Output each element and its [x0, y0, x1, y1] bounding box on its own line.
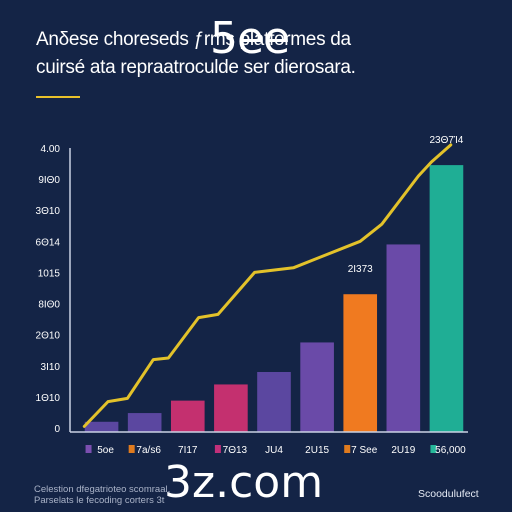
x-tick-label: 7Ι17 [178, 445, 198, 456]
data-label: 2Ι373 [348, 264, 373, 275]
footer-caption-line-2: Parselats le fecoding corters 3t [34, 495, 165, 506]
x-tick: 5oe [85, 445, 114, 456]
x-tick-label: 56,000 [435, 445, 466, 456]
x-tick-swatch [344, 445, 351, 453]
x-tick-label: 2U15 [305, 445, 329, 456]
y-tick-label: 1Θ10 [36, 393, 61, 404]
bars [84, 165, 464, 432]
bar [429, 165, 464, 432]
x-tick: 7a/s6 [128, 445, 161, 456]
watermark: 3z.com [164, 457, 324, 508]
y-tick-label: 1015 [38, 268, 61, 279]
x-tick-label: 2U19 [391, 445, 415, 456]
bar [214, 384, 248, 432]
bar [84, 421, 119, 432]
x-tick: 7Θ13 [214, 445, 248, 456]
bar [386, 244, 421, 432]
bar [170, 400, 205, 432]
y-tick-label: 3Ι10 [41, 362, 61, 373]
data-label: 23Θ7Ί4 [430, 135, 464, 146]
bar [257, 372, 291, 432]
overlay-text: 5ee [210, 13, 290, 64]
chart-title: Anδese choreseds ƒrms platformes da cuir… [36, 26, 486, 82]
y-tick-label: 2Θ10 [36, 331, 61, 342]
y-tick-label: 3Θ10 [36, 206, 61, 217]
x-tick: 7Ι17 [178, 445, 198, 456]
bar [343, 294, 378, 432]
x-tick-label: 7Θ13 [223, 445, 248, 456]
data-labels: 2Ι373 23Θ7Ί4 [348, 135, 464, 275]
y-tick-label: 6Θ14 [36, 237, 61, 248]
title-line-2: cuirsé ata repraatroculde ser dierosara. [36, 57, 356, 78]
title-accent-rule [36, 96, 80, 98]
x-tick: 2U15 [305, 445, 329, 456]
footer-caption-line-1: Celestion dfegatrioteo scomraal, [34, 484, 171, 495]
x-tick-label: 7a/s6 [136, 445, 161, 456]
x-tick-swatch [430, 445, 437, 453]
x-tick: 7 See [344, 445, 378, 456]
footer-source: Scoodulufect [418, 488, 479, 500]
footer-caption: Celestion dfegatrioteo scomraal, Parsela… [34, 484, 254, 506]
bar [127, 413, 162, 432]
y-axis-ticks: 4.00 9ΙΘ0 3Θ10 6Θ14 1015 8ΙΘ0 2Θ10 3Ι10 1Θ10 0 [36, 144, 61, 435]
x-tick: 56,000 [430, 445, 466, 456]
x-tick-swatch [85, 445, 92, 453]
x-axis-ticks: 5oe 7a/s6 7Ι17 7Θ13 JU4 2U15 7 See 2U19 56,000 [85, 445, 466, 456]
trend-line [82, 143, 453, 428]
x-tick-swatch [128, 445, 135, 453]
x-tick-label: JU4 [265, 445, 283, 456]
x-tick-label: 5oe [97, 445, 114, 456]
bar [300, 342, 334, 432]
x-tick-label: 7 See [351, 445, 378, 456]
title-line-1: Anδese choreseds ƒrms platformes da [36, 29, 351, 50]
x-tick: JU4 [265, 445, 283, 456]
x-tick: 2U19 [391, 445, 415, 456]
x-tick-swatch [214, 445, 221, 453]
y-tick-label: 4.00 [41, 144, 61, 155]
y-tick-label: 9ΙΘ0 [38, 175, 60, 186]
y-tick-label: 0 [54, 424, 60, 435]
y-tick-label: 8ΙΘ0 [38, 300, 60, 311]
